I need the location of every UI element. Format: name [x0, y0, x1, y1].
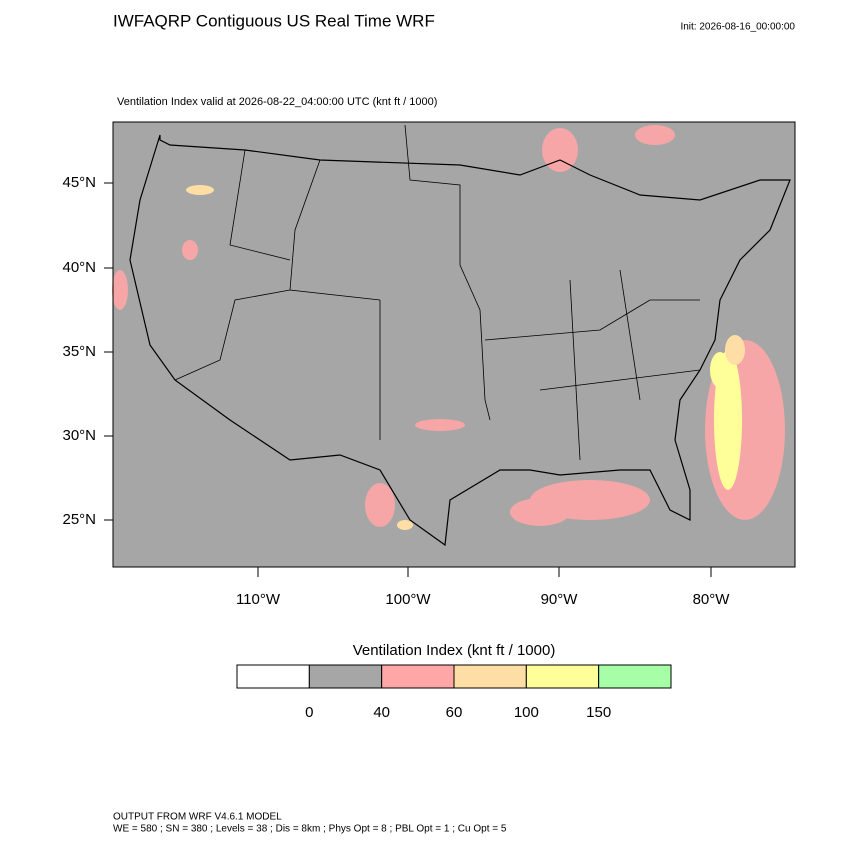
- colorbar-swatch: [236, 664, 310, 689]
- coastline: [129, 134, 791, 547]
- colorbar-swatch: [453, 664, 527, 689]
- colorbar-label: 150: [586, 704, 611, 721]
- subtitle: Ventilation Index valid at 2026-08-22_04…: [117, 96, 437, 108]
- lon-label: 100°W: [385, 591, 431, 608]
- state-lines: [174, 124, 701, 461]
- colorbar-swatch: [381, 664, 455, 689]
- map-frame: [112, 121, 796, 568]
- lat-label: 30°N: [62, 427, 96, 444]
- lon-label: 90°W: [541, 591, 579, 608]
- map-background: [113, 122, 795, 567]
- lat-label: 45°N: [62, 174, 96, 191]
- colorbar-label: 0: [305, 704, 313, 721]
- colorbar-label: 60: [446, 704, 463, 721]
- colorbar-label: 100: [514, 704, 539, 721]
- colorbar-swatch: [598, 664, 672, 689]
- title: IWFAQRP Contiguous US Real Time WRF: [113, 11, 435, 30]
- shading-high: [710, 350, 742, 490]
- shading-mid: [186, 185, 745, 530]
- colorbar-title: Ventilation Index (knt ft / 1000): [353, 642, 556, 659]
- colorbar-label: 40: [373, 704, 390, 721]
- colorbar: Ventilation Index (knt ft / 1000) 0 40 60 1…: [236, 642, 672, 721]
- lat-label: 40°N: [62, 259, 96, 276]
- footer-line: OUTPUT FROM WRF V4.6.1 MODEL: [113, 812, 282, 823]
- colorbar-swatch: [308, 664, 383, 689]
- lat-label: 35°N: [62, 343, 96, 360]
- map: [112, 121, 796, 568]
- colorbar-swatch: [525, 664, 600, 689]
- lat-label: 25°N: [62, 511, 96, 528]
- footer-line: WE = 580 ; SN = 380 ; Levels = 38 ; Dis …: [113, 824, 507, 835]
- init-time: Init: 2026-08-16_00:00:00: [680, 22, 795, 33]
- lon-label: 80°W: [693, 591, 731, 608]
- lon-label: 110°W: [236, 591, 281, 608]
